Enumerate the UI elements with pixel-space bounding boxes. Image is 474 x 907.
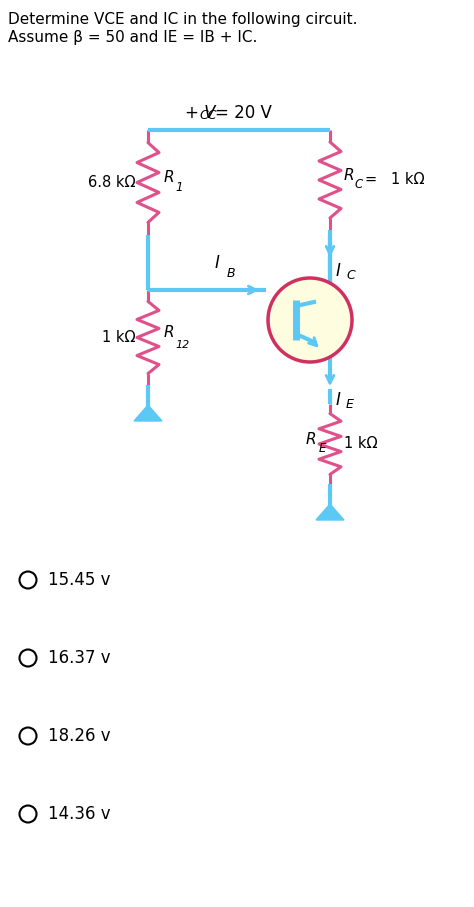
Text: R: R xyxy=(344,168,355,182)
Text: 1 kΩ: 1 kΩ xyxy=(102,330,136,345)
Circle shape xyxy=(19,649,36,667)
Text: 12: 12 xyxy=(175,339,189,349)
Text: Assume β = 50 and IE = IB + IC.: Assume β = 50 and IE = IB + IC. xyxy=(8,30,257,45)
Text: + V: + V xyxy=(185,104,216,122)
Text: C: C xyxy=(355,179,363,191)
Polygon shape xyxy=(316,504,344,520)
Text: R: R xyxy=(164,170,174,185)
Text: 16.37 v: 16.37 v xyxy=(48,649,110,667)
Circle shape xyxy=(19,571,36,589)
Text: B: B xyxy=(227,267,236,280)
Text: CC: CC xyxy=(199,109,217,122)
Circle shape xyxy=(268,278,352,362)
Text: Determine VCE and IC in the following circuit.: Determine VCE and IC in the following ci… xyxy=(8,12,357,27)
Polygon shape xyxy=(134,405,162,421)
Text: I: I xyxy=(336,262,341,280)
Text: C: C xyxy=(346,269,355,282)
Text: I: I xyxy=(336,391,341,409)
Text: R: R xyxy=(305,432,316,446)
Text: 1 kΩ: 1 kΩ xyxy=(344,436,377,452)
Circle shape xyxy=(19,805,36,823)
Text: E: E xyxy=(346,398,354,411)
Text: =   1 kΩ: = 1 kΩ xyxy=(365,172,425,188)
Text: 1: 1 xyxy=(175,181,182,194)
Text: E: E xyxy=(319,443,326,455)
Text: 15.45 v: 15.45 v xyxy=(48,571,110,589)
Text: 18.26 v: 18.26 v xyxy=(48,727,110,745)
Text: 14.36 v: 14.36 v xyxy=(48,805,110,823)
Text: R: R xyxy=(164,325,174,340)
Text: I: I xyxy=(215,254,220,272)
Text: 6.8 kΩ: 6.8 kΩ xyxy=(89,175,136,190)
Circle shape xyxy=(19,727,36,745)
Text: = 20 V: = 20 V xyxy=(215,104,272,122)
